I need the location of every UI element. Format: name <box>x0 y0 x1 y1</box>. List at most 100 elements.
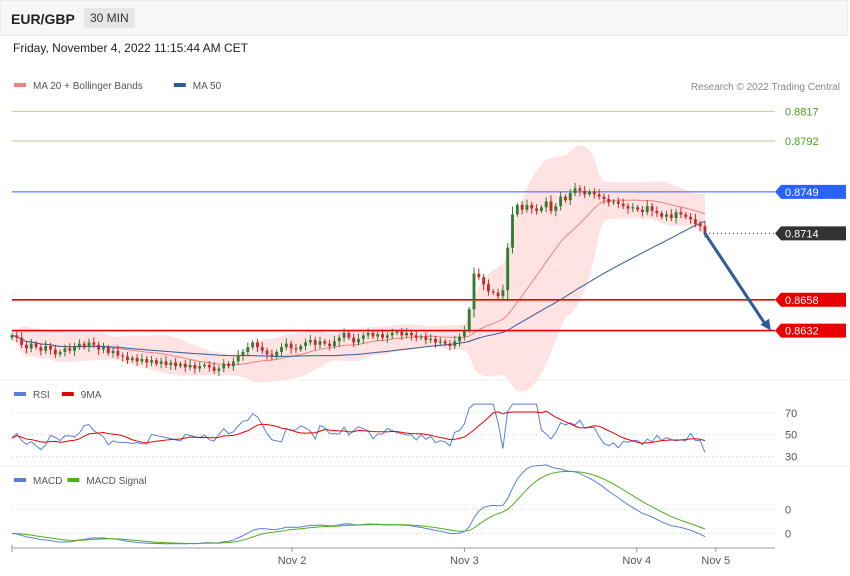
candle-body <box>621 203 625 207</box>
candle-body <box>217 368 221 371</box>
candle-body <box>371 332 375 337</box>
candle-body <box>597 194 601 197</box>
candle-body <box>183 363 187 368</box>
candle-body <box>669 214 673 218</box>
candle-body <box>607 199 611 203</box>
candle-body <box>592 191 596 195</box>
candle-body <box>698 223 702 227</box>
candle-body <box>482 277 486 285</box>
candle-body <box>256 342 259 348</box>
candle-body <box>106 347 110 354</box>
candle-body <box>578 188 582 191</box>
candle-body <box>655 210 659 214</box>
candle-body <box>472 273 476 310</box>
candle-body <box>520 204 524 210</box>
candle-body <box>25 344 28 349</box>
candle-body <box>573 188 577 194</box>
candle-body <box>559 196 563 207</box>
candle-body <box>462 330 466 337</box>
candle-body <box>381 334 384 338</box>
forecast-arrowhead <box>760 318 771 331</box>
candle-body <box>111 350 115 354</box>
candle-body <box>140 359 144 362</box>
candle-body <box>616 201 620 204</box>
candle-body <box>665 214 668 217</box>
candle-body <box>645 206 649 213</box>
candle-body <box>15 335 19 338</box>
candle-body <box>193 364 197 369</box>
candle-body <box>631 207 635 209</box>
candle-body <box>20 337 24 345</box>
candle-body <box>385 335 389 338</box>
candle-body <box>419 336 423 338</box>
candle-body <box>539 207 543 211</box>
candle-body <box>467 309 471 331</box>
candle-body <box>583 190 587 195</box>
candle-body <box>39 347 43 351</box>
candle-body <box>87 342 91 348</box>
symbol-label: EUR/GBP <box>11 11 75 27</box>
candle-body <box>308 340 312 343</box>
candle-body <box>29 343 33 349</box>
candle-body <box>458 336 461 342</box>
candle-body <box>150 360 153 363</box>
candle-body <box>328 343 332 346</box>
x-tick-label: Nov 5 <box>701 555 730 567</box>
rsi-ma-line <box>11 410 706 444</box>
forecast-arrow <box>703 231 767 326</box>
candle-body <box>448 343 452 346</box>
macd-tick: 0 <box>785 504 791 516</box>
candle-body <box>626 206 630 209</box>
candle-body <box>477 273 481 278</box>
candle-body <box>222 363 226 369</box>
rsi-tick: 50 <box>785 430 797 442</box>
candle-body <box>164 361 168 365</box>
timestamp: Friday, November 4, 2022 11:15:44 AM CET <box>13 41 249 55</box>
candle-body <box>506 247 510 291</box>
rsi-tick: 70 <box>785 408 797 420</box>
candle-body <box>203 364 206 367</box>
candle-body <box>121 355 125 357</box>
candle-body <box>145 359 149 363</box>
level-label: 0.8714 <box>785 228 819 240</box>
candle-body <box>564 196 567 201</box>
candle-body <box>588 191 591 195</box>
candle-body <box>342 332 346 338</box>
candle-body <box>231 361 235 367</box>
candle-body <box>275 351 279 357</box>
candle-body <box>337 337 341 342</box>
candle-body <box>636 207 640 210</box>
candle-body <box>284 343 288 348</box>
candle-body <box>126 356 129 361</box>
candle-body <box>453 341 457 346</box>
macd-legend-swatch <box>14 478 26 482</box>
rsi-legend-label: 9MA <box>81 390 102 401</box>
chart-header: EUR/GBP 30 MIN <box>0 0 848 36</box>
candle-body <box>82 343 86 348</box>
candle-body <box>361 335 365 339</box>
candle-body <box>674 212 678 218</box>
candle-body <box>102 347 105 350</box>
candle-body <box>414 335 418 338</box>
candle-body <box>188 364 192 368</box>
x-tick-label: Nov 3 <box>450 555 479 567</box>
macd-legend-label: MACD <box>33 476 62 487</box>
candle-body <box>53 349 57 355</box>
candle-body <box>347 332 351 338</box>
candle-body <box>313 340 317 345</box>
candle-body <box>265 350 269 355</box>
candle-body <box>77 343 81 346</box>
level-label: 0.8632 <box>785 326 819 338</box>
candle-body <box>689 216 692 220</box>
rsi-legend-swatch <box>14 392 26 396</box>
candle-body <box>236 355 240 362</box>
timeframe-button[interactable]: 30 MIN <box>84 8 135 28</box>
candle-body <box>227 363 230 367</box>
candle-body <box>97 344 101 350</box>
macd-legend-label: MACD Signal <box>86 476 146 487</box>
candle-body <box>304 342 307 346</box>
level-label: 0.8658 <box>785 295 819 307</box>
candle-body <box>294 348 298 350</box>
credit-text: Research © 2022 Trading Central <box>691 82 840 93</box>
